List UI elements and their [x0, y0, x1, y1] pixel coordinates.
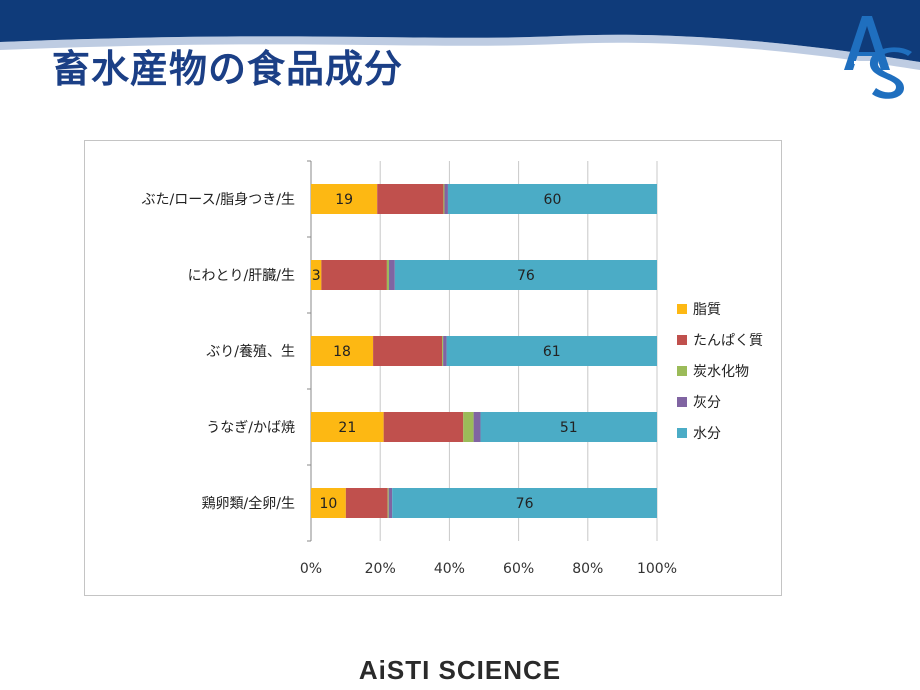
bar-segment [386, 260, 389, 290]
x-tick-label: 0% [300, 561, 322, 577]
data-label: 10 [320, 496, 338, 512]
stacked-bar-chart: 0% 20% 40% 60% 80% 100% 19 60 ぶた/ロース/脂身つき/生 3 76 にわ… [142, 160, 763, 577]
bar-segment [387, 488, 389, 518]
bar-segment [446, 336, 657, 366]
data-label: 19 [335, 192, 353, 208]
bar-segment [373, 336, 443, 366]
x-tick-label: 100% [637, 561, 677, 577]
x-tick-label: 40% [434, 561, 465, 577]
bar-segment [392, 488, 657, 518]
category-label: にわとり/肝臓/生 [188, 268, 295, 284]
data-label: 60 [544, 192, 562, 208]
x-tick-label: 60% [503, 561, 534, 577]
data-label: 21 [338, 420, 356, 436]
bar-segment [311, 260, 322, 290]
legend-label: 脂質 [693, 302, 721, 318]
legend-swatch [677, 366, 687, 376]
category-label: ぶた/ロース/脂身つき/生 [142, 192, 295, 208]
category-label: うなぎ/かば焼 [206, 420, 295, 436]
data-label: 76 [517, 268, 535, 284]
bar-segment [383, 412, 464, 442]
legend-label: 灰分 [693, 395, 721, 411]
footer-brand: AiSTI SCIENCE [358, 655, 562, 685]
x-tick-label: 20% [365, 561, 396, 577]
data-label: 18 [333, 344, 351, 360]
aisti-logo: AS [844, 16, 912, 99]
bar-segment [473, 412, 481, 442]
data-label: 61 [543, 344, 561, 360]
data-label: 3 [312, 268, 321, 284]
header-band [0, 0, 920, 70]
bar-segment [480, 412, 657, 442]
bar-segment [394, 260, 657, 290]
bar-segment [444, 184, 448, 214]
bar-segment [311, 488, 346, 518]
legend-label: たんぱく質 [693, 333, 763, 349]
legend-label: 水分 [693, 426, 721, 442]
bar-segment [311, 412, 384, 442]
legend-swatch [677, 397, 687, 407]
chart-panel: 0% 20% 40% 60% 80% 100% 19 60 ぶた/ロース/脂身つき/生 3 76 にわ… [84, 140, 782, 596]
legend-swatch [677, 428, 687, 438]
legend-label: 炭水化物 [693, 364, 749, 380]
bar-segment [345, 488, 388, 518]
legend-swatch [677, 335, 687, 345]
category-label: ぶり/養殖、生 [206, 343, 295, 360]
bar-segment [388, 488, 393, 518]
category-label: 鶏卵類/全卵/生 [202, 495, 295, 512]
bar-segment [388, 260, 395, 290]
slide-title: 畜水産物の食品成分 [52, 47, 404, 91]
bar-segment [321, 260, 387, 290]
bar-segment [447, 184, 657, 214]
bar-segment [442, 336, 444, 366]
legend-swatch [677, 304, 687, 314]
bar-segment [311, 184, 378, 214]
data-label: 51 [560, 420, 578, 436]
bar-segment [311, 336, 374, 366]
bar-segment [443, 336, 447, 366]
bar-segment [463, 412, 474, 442]
data-label: 76 [516, 496, 534, 512]
bar-segment [377, 184, 444, 214]
bar-segment [443, 184, 445, 214]
x-tick-label: 80% [572, 561, 603, 577]
